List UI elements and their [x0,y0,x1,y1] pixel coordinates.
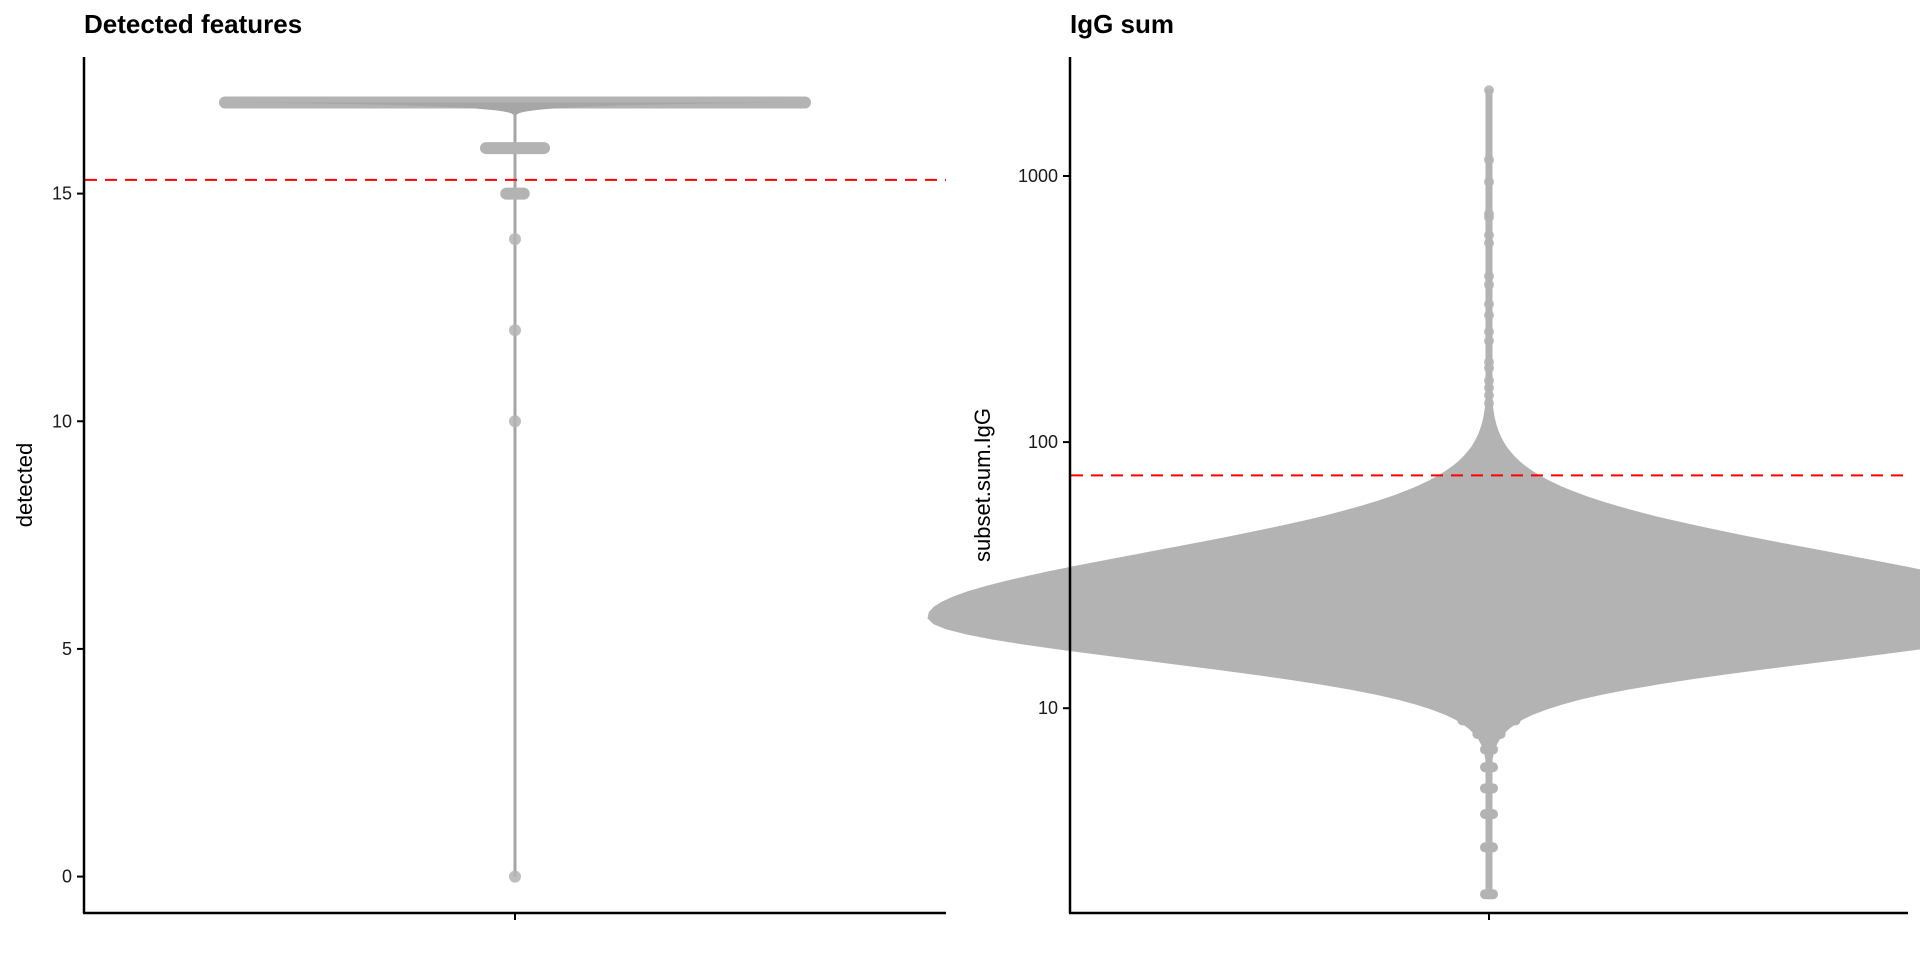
data-point [509,870,521,883]
data-point [1484,299,1494,310]
data-marks [219,96,811,883]
y-tick-label: 10 [52,411,72,431]
data-point [1484,176,1494,187]
data-point [1484,382,1494,393]
data-point [1484,326,1494,337]
data-point [1484,212,1494,223]
data-point [1484,85,1494,96]
y-tick-label: 1000 [1018,166,1058,186]
y-axis-ticks: 10 100 1000 [1018,166,1070,718]
data-point [509,324,521,337]
data-point [1484,362,1494,373]
y-tick-label: 10 [1038,698,1058,718]
beeswarm-body [927,88,1920,896]
panel-detected-features: Detected features 0 5 10 15 detected [12,9,946,920]
y-tick-label: 0 [62,867,72,887]
data-point [1484,398,1494,409]
data-marks [927,85,1920,900]
panel-title: Detected features [84,9,302,39]
violin-neck [225,102,805,115]
data-point [1484,230,1494,241]
panel-title: IgG sum [1070,9,1174,39]
data-point [1484,375,1494,386]
y-tick-label: 100 [1028,432,1058,452]
y-axis-label: detected [12,443,37,527]
y-axis-ticks: 0 5 10 15 [52,184,84,887]
data-point [509,415,521,428]
data-point [1484,310,1494,321]
panel-igg-sum: IgG sum 10 100 1000 subset.sum.IgG [927,9,1920,920]
data-point [1484,390,1494,401]
y-tick-label: 15 [52,184,72,204]
y-axis-label: subset.sum.IgG [970,408,995,562]
data-point [509,233,521,246]
data-point [1484,279,1494,290]
data-point [1484,154,1494,165]
data-point [1484,238,1494,249]
y-tick-label: 5 [62,639,72,659]
data-point [1484,271,1494,282]
data-point [1484,335,1494,346]
